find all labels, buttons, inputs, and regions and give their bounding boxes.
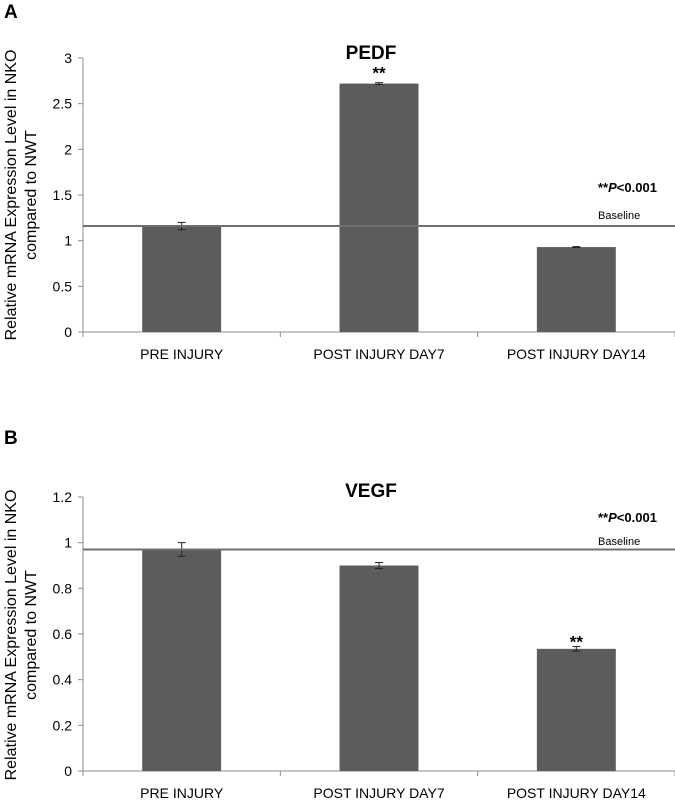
bar	[142, 549, 222, 771]
y-axis-label-line: compared to NWT	[23, 130, 40, 260]
baseline-label: Baseline	[598, 536, 640, 548]
p-value-threshold: <0.001	[617, 510, 657, 525]
category-label: PRE INJURY	[140, 346, 224, 362]
chart-title: PEDF	[346, 43, 397, 64]
y-axis-label-line: compared to NWT	[23, 570, 40, 700]
y-axis-label-line: Relative mRNA Expression Level in NKO	[3, 490, 20, 781]
category-label: POST INJURY DAY14	[507, 346, 646, 362]
chart-panel-b: B VEGF Relative mRNA Expression Level in N…	[3, 428, 675, 800]
category-label: PRE INJURY	[140, 785, 224, 800]
p-value-note: **P<0.001	[598, 180, 657, 195]
panel-letter: B	[4, 428, 18, 449]
p-value-stars: **	[598, 510, 609, 525]
y-tick-label: 0.5	[53, 278, 73, 294]
y-tick-label: 0	[64, 763, 72, 779]
y-tick-label: 3	[64, 50, 72, 66]
category-label: POST INJURY DAY7	[313, 346, 444, 362]
baseline-label: Baseline	[598, 210, 640, 222]
significance-marker: **	[372, 64, 386, 83]
y-tick-label: 1	[64, 535, 72, 551]
bar	[536, 247, 616, 332]
bar	[339, 83, 419, 332]
p-value-threshold: <0.001	[617, 180, 657, 195]
chart-panel-a: A PEDF Relative mRNA Expression Level in N…	[3, 2, 675, 362]
significance-marker: **	[570, 633, 584, 652]
chart-title: VEGF	[345, 481, 397, 502]
y-axis-label-line: Relative mRNA Expression Level in NKO	[3, 50, 20, 341]
category-label: POST INJURY DAY14	[507, 785, 646, 800]
category-label: POST INJURY DAY7	[313, 785, 444, 800]
y-axis-label: Relative mRNA Expression Level in NKO com…	[3, 490, 40, 781]
p-value-symbol: P	[608, 180, 617, 195]
panel-letter: A	[4, 2, 18, 23]
y-tick-label: 1.5	[53, 187, 73, 203]
y-tick-label: 0.8	[53, 580, 73, 596]
y-tick-label: 1	[64, 233, 72, 249]
y-tick-label: 2.5	[53, 96, 73, 112]
y-tick-label: 0	[64, 324, 72, 340]
y-tick-label: 0.6	[53, 626, 73, 642]
y-tick-label: 0.2	[53, 717, 73, 733]
y-tick-label: 1.2	[53, 489, 73, 505]
bar	[339, 565, 419, 771]
p-value-symbol: P	[608, 510, 617, 525]
y-axis-label: Relative mRNA Expression Level in NKO com…	[3, 50, 40, 341]
bar	[142, 226, 222, 332]
p-value-stars: **	[598, 180, 609, 195]
bar	[536, 648, 616, 771]
y-tick-label: 2	[64, 141, 72, 157]
p-value-note: **P<0.001	[598, 510, 657, 525]
y-tick-label: 0.4	[53, 672, 73, 688]
